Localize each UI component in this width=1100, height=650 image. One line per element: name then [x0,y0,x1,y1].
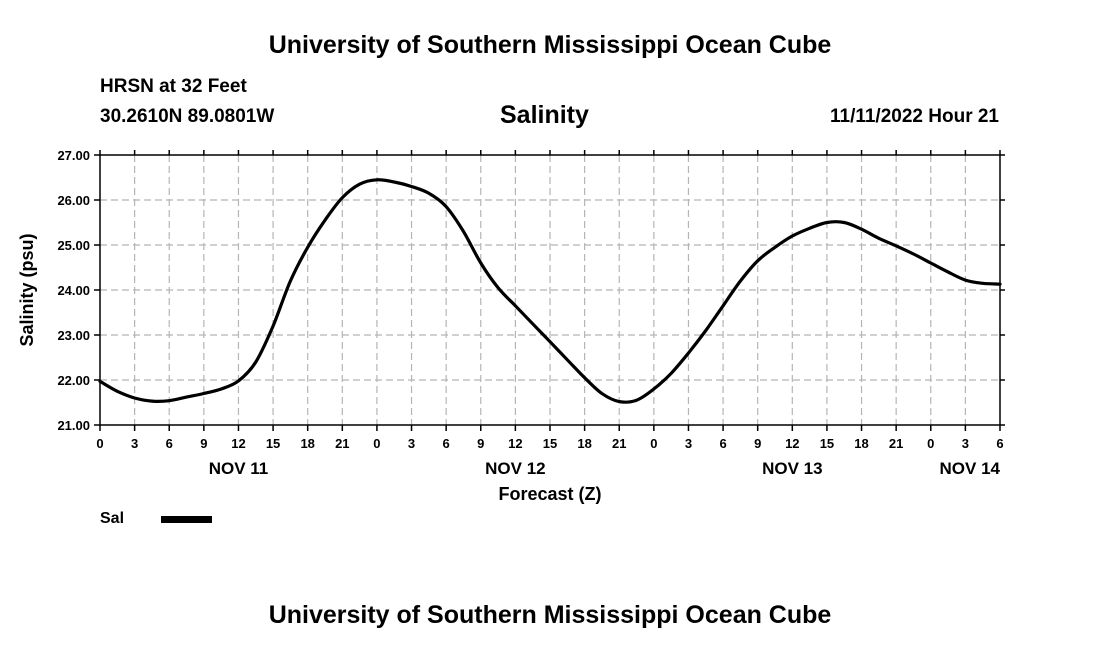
date-label: NOV 11 [209,459,269,478]
x-tick-label: 12 [231,436,245,451]
x-tick-label: 9 [477,436,484,451]
y-tick-label: 21.00 [57,418,90,433]
date-label: NOV 13 [762,459,822,478]
issued-time: 11/11/2022 Hour 21 [829,106,999,127]
date-label: NOV 12 [485,459,545,478]
x-tick-label: 6 [719,436,726,451]
x-tick-label: 3 [962,436,969,451]
x-tick-label: 3 [408,436,415,451]
x-tick-label: 0 [650,436,657,451]
variable-title: Salinity [500,101,589,129]
chart-title-top: University of Southern Mississippi Ocean… [268,31,832,59]
x-tick-label: 21 [612,436,626,451]
x-tick-label: 12 [508,436,522,451]
x-tick-label: 15 [266,436,280,451]
x-tick-label: 6 [443,436,450,451]
x-tick-label: 21 [335,436,349,451]
x-tick-label: 0 [373,436,380,451]
x-tick-label: 18 [577,436,591,451]
x-tick-label: 6 [996,436,1003,451]
x-tick-label: 3 [131,436,138,451]
x-tick-label: 15 [820,436,834,451]
legend-swatch [161,516,212,523]
grid [100,154,1000,425]
y-tick-label: 23.00 [57,328,90,343]
series-line-sal [98,178,1002,404]
legend-label: Sal [100,510,125,527]
x-tick-label: 6 [166,436,173,451]
x-axis-title: Forecast (Z) [498,484,601,504]
x-tick-label: 15 [543,436,557,451]
x-tick-label: 9 [200,436,207,451]
station-coordinates: 30.2610N 89.0801W [100,106,275,127]
x-tick-label: 12 [785,436,799,451]
x-tick-label: 3 [685,436,692,451]
x-tick-label: 0 [96,436,103,451]
x-tick-label: 9 [754,436,761,451]
x-tick-label: 18 [300,436,314,451]
x-tick-label: 18 [854,436,868,451]
y-tick-label: 26.00 [57,193,90,208]
y-tick-label: 24.00 [57,283,90,298]
y-tick-label: 22.00 [57,373,90,388]
x-tick-label: 21 [889,436,903,451]
station-label: HRSN at 32 Feet [100,76,247,97]
date-label: NOV 14 [940,459,1001,478]
y-tick-label: 27.00 [57,148,90,163]
x-axis: 0 3 6 9 12 15 18 21 0 3 6 9 12 15 18 21 0 3 6 9 12 15 18 21 0 3 6 N… [96,150,1004,478]
y-axis-title: Salinity (psu) [17,233,37,346]
y-tick-label: 25.00 [57,238,90,253]
y-axis: 21.00 22.00 23.00 24.00 25.00 26.00 27.00 [57,148,1005,433]
x-tick-label: 0 [927,436,934,451]
chart-title-bottom: University of Southern Mississippi Ocean… [268,601,832,629]
